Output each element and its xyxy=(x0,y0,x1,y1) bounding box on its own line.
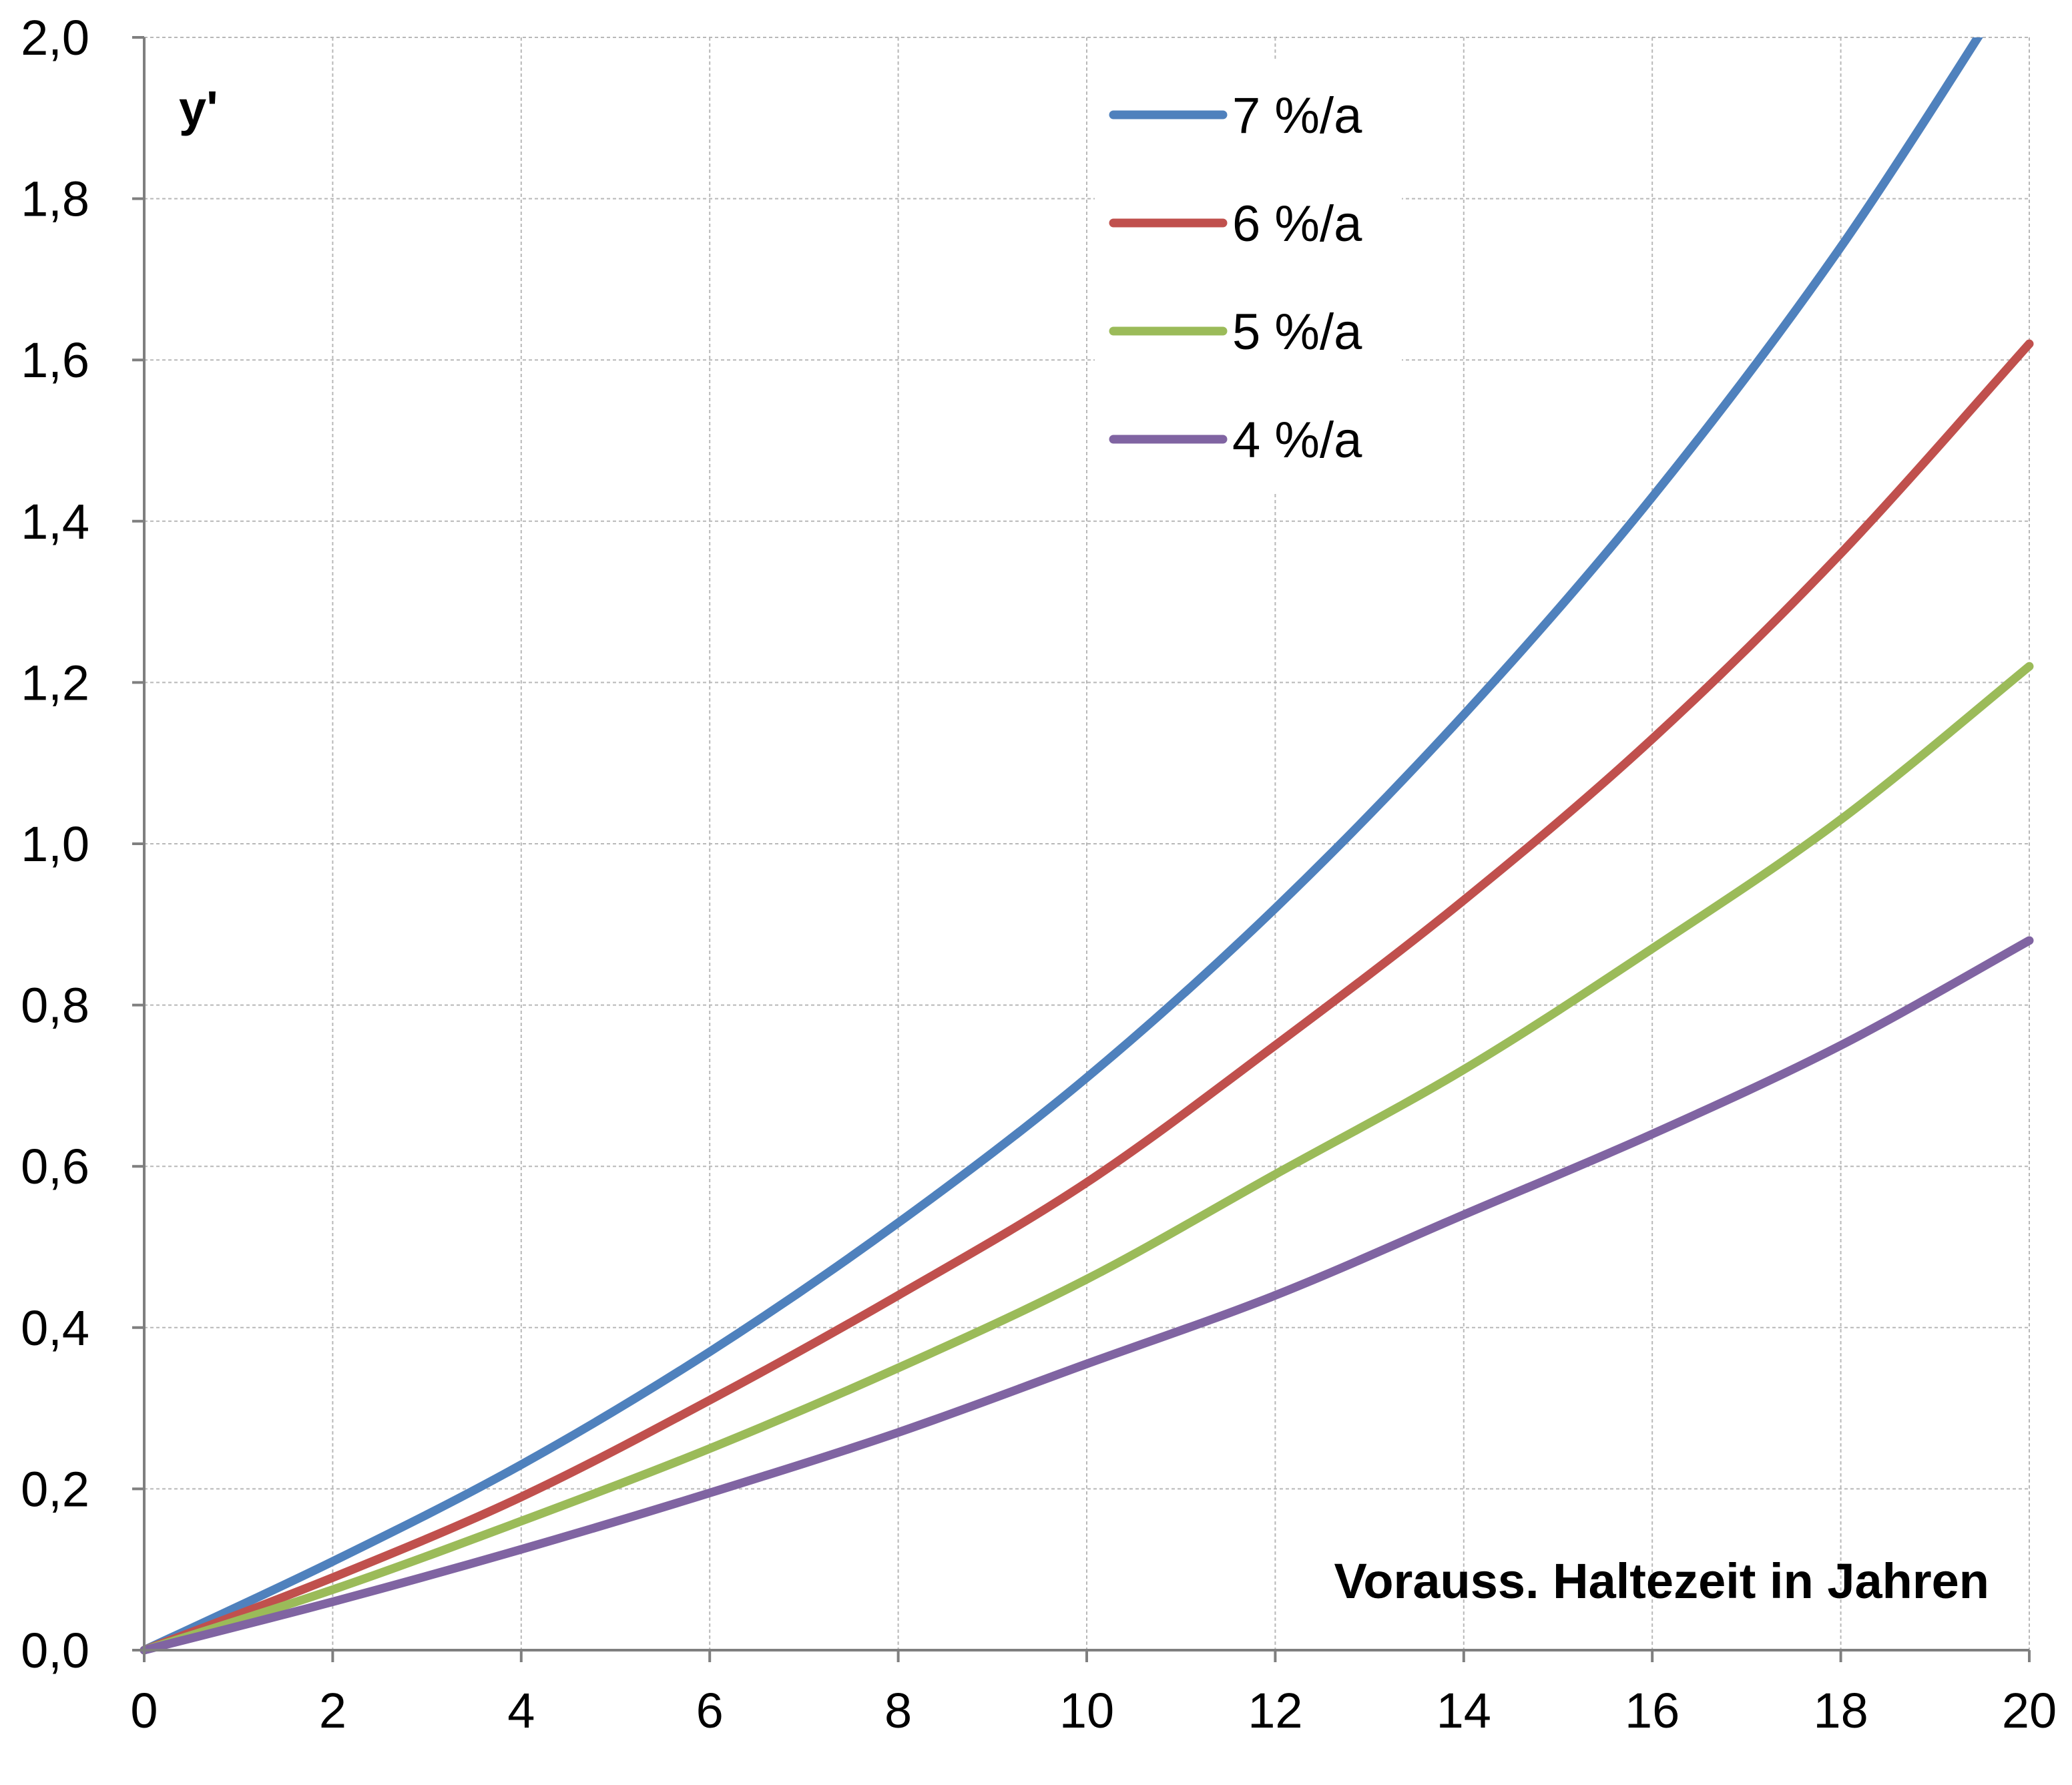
series-line-3 xyxy=(140,662,2034,1655)
x-tick-label: 14 xyxy=(1437,1683,1491,1738)
series-line-1 xyxy=(140,37,1983,1655)
series-line-4 xyxy=(140,936,2034,1655)
legend-background xyxy=(1095,59,1402,493)
tick-labels: 0 2 4 6 8 10 12 14 16 18 20 0,0 0,2 0,4 0,6 0,8 1,0 1,2 1,… xyxy=(21,10,2057,1738)
y-tick-label: 1,6 xyxy=(21,332,89,388)
x-tick-label: 16 xyxy=(1625,1683,1679,1738)
legend-label: 4 %/a xyxy=(1232,412,1362,469)
x-tick-label: 4 xyxy=(507,1683,535,1738)
series-line-2 xyxy=(140,339,2034,1655)
x-tick-label: 12 xyxy=(1248,1683,1302,1738)
y-tick-label: 0,0 xyxy=(21,1623,89,1678)
y-tick-label: 1,2 xyxy=(21,655,89,710)
x-tick-label: 18 xyxy=(1813,1683,1868,1738)
y-tick-label: 0,8 xyxy=(21,978,89,1033)
y-axis-label: y' xyxy=(179,81,218,136)
x-tick-label: 2 xyxy=(319,1683,346,1738)
x-tick-label: 8 xyxy=(884,1683,912,1738)
x-axis-label: Vorauss. Haltezeit in Jahren xyxy=(1334,1553,1989,1609)
y-tick-label: 1,8 xyxy=(21,172,89,227)
y-tick-label: 1,4 xyxy=(21,494,89,549)
legend-label: 5 %/a xyxy=(1232,304,1362,360)
x-tick-label: 10 xyxy=(1059,1683,1114,1738)
y-tick-label: 2,0 xyxy=(21,10,89,65)
grid xyxy=(144,37,2030,1650)
series-lines xyxy=(140,37,2034,1655)
y-tick-label: 1,0 xyxy=(21,816,89,872)
x-tick-label: 20 xyxy=(2002,1683,2057,1738)
y-tick-label: 0,4 xyxy=(21,1300,89,1356)
x-tick-label: 6 xyxy=(696,1683,724,1738)
x-tick-label: 0 xyxy=(130,1683,158,1738)
y-tick-label: 0,2 xyxy=(21,1461,89,1517)
y-tick-label: 0,6 xyxy=(21,1139,89,1194)
legend-label: 7 %/a xyxy=(1232,87,1362,144)
legend-label: 6 %/a xyxy=(1232,196,1362,252)
legend: 7 %/a 6 %/a 5 %/a 4 %/a xyxy=(1095,59,1402,493)
